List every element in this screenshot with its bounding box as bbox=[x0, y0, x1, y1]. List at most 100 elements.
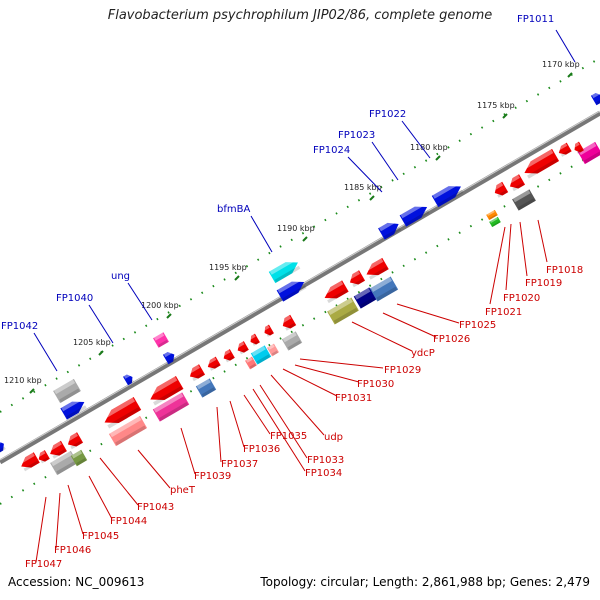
map-title: Flavobacterium psychrophilum JIP02/86, c… bbox=[107, 8, 493, 23]
scale-tick-mark bbox=[234, 275, 240, 281]
forward-leader-line bbox=[250, 215, 273, 253]
scale-tick-mark bbox=[502, 113, 508, 119]
reverse-leader-line bbox=[243, 394, 271, 435]
scale-tick-label: 1210 kbp bbox=[4, 376, 42, 385]
scale-tick-label: 1170 kbp bbox=[542, 60, 580, 69]
scale-tick-mark bbox=[567, 72, 573, 78]
scale-tick-mark bbox=[302, 236, 308, 242]
forward-gene bbox=[378, 218, 402, 240]
reverse-gene-label: FP1030 bbox=[357, 379, 394, 390]
forward-gene bbox=[153, 332, 169, 348]
reverse-gene-label: FP1046 bbox=[54, 545, 91, 556]
genome-summary-text: Topology: circular; Length: 2,861,988 bp… bbox=[260, 575, 590, 589]
reverse-leader-line bbox=[299, 358, 384, 369]
forward-leader-line bbox=[555, 29, 576, 63]
reverse-gene-label: FP1037 bbox=[221, 459, 258, 470]
forward-gene bbox=[0, 439, 6, 454]
scale-tick-label: 1190 kbp bbox=[277, 224, 315, 233]
reverse-gene bbox=[65, 432, 84, 450]
reverse-gene bbox=[364, 257, 389, 280]
reverse-leader-line bbox=[67, 484, 84, 535]
reverse-gene-label: FP1045 bbox=[82, 531, 119, 542]
scale-tick-label: 1175 kbp bbox=[477, 101, 515, 110]
forward-gene bbox=[123, 373, 135, 386]
forward-gene-label: FP1023 bbox=[338, 130, 375, 141]
forward-gene-label: bfmBA bbox=[217, 204, 250, 215]
forward-gene-label: ung bbox=[111, 271, 130, 282]
reverse-leader-line bbox=[137, 449, 171, 489]
forward-gene-label: FP1042 bbox=[1, 321, 38, 332]
reverse-leader-line bbox=[216, 406, 222, 463]
accession-text: Accession: NC_009613 bbox=[8, 575, 145, 589]
reverse-gene bbox=[492, 181, 509, 198]
reverse-gene bbox=[250, 345, 272, 365]
reverse-gene bbox=[37, 450, 50, 464]
scale-tick-label: 1180 kbp bbox=[410, 143, 448, 152]
reverse-gene bbox=[521, 148, 560, 179]
reverse-gene bbox=[152, 392, 190, 422]
scale-tick-mark bbox=[369, 195, 375, 201]
scale-ticks: 1170 kbp 1175 kbp 1180 kbp 1185 kbp 1190 kbp… bbox=[4, 60, 580, 394]
forward-leader-line bbox=[88, 304, 114, 344]
scale-tick-label: 1205 kbp bbox=[73, 338, 111, 347]
reverse-gene bbox=[206, 356, 221, 371]
scale-tick-mark bbox=[166, 313, 172, 319]
reverse-gene-label: FP1047 bbox=[25, 559, 62, 570]
reverse-gene-label: FP1044 bbox=[110, 516, 147, 527]
reverse-leader-line bbox=[519, 221, 528, 277]
reverse-gene bbox=[245, 356, 257, 370]
reverse-gene-label: FP1026 bbox=[433, 334, 470, 345]
scale-tick-mark bbox=[98, 350, 104, 356]
reverse-gene-label: FP1036 bbox=[243, 444, 280, 455]
reverse-leader-line bbox=[282, 368, 338, 397]
reverse-gene-label: udp bbox=[324, 432, 343, 443]
reverse-gene bbox=[187, 364, 206, 382]
reverse-leader-line bbox=[505, 223, 512, 291]
reverse-leader-line bbox=[55, 492, 61, 549]
forward-leader-line bbox=[127, 282, 153, 321]
reverse-gene bbox=[248, 333, 260, 346]
forward-gene bbox=[399, 201, 430, 227]
reverse-gene bbox=[19, 452, 40, 472]
scale-tick-mark bbox=[435, 155, 441, 161]
forward-gene bbox=[60, 396, 87, 420]
reverse-gene bbox=[322, 280, 349, 304]
reverse-gene-label: FP1033 bbox=[307, 455, 344, 466]
reverse-leader-line bbox=[180, 427, 196, 475]
reverse-leader-line bbox=[252, 388, 306, 472]
reverse-leader-line bbox=[294, 364, 360, 383]
scale-tick-label: 1200 kbp bbox=[141, 301, 179, 310]
reverse-gene bbox=[267, 343, 279, 357]
gene-features bbox=[0, 91, 600, 476]
reverse-gene-label: FP1018 bbox=[546, 265, 583, 276]
reverse-gene bbox=[108, 415, 148, 447]
reverse-gene bbox=[47, 440, 67, 459]
forward-gene-label: FP1024 bbox=[313, 145, 350, 156]
reverse-gene-label: FP1021 bbox=[485, 307, 522, 318]
forward-gene bbox=[268, 257, 301, 284]
reverse-gene-label: FP1031 bbox=[335, 393, 372, 404]
reverse-gene-label: FP1034 bbox=[305, 468, 342, 479]
reverse-leader-line bbox=[396, 303, 460, 324]
reverse-leader-line bbox=[537, 219, 548, 263]
scale-tick-label: 1185 kbp bbox=[344, 183, 382, 192]
forward-gene-label: FP1011 bbox=[517, 14, 554, 25]
forward-gene-label: FP1022 bbox=[369, 109, 406, 120]
reverse-gene bbox=[512, 189, 536, 211]
reverse-leader-line bbox=[351, 321, 413, 352]
reverse-gene bbox=[486, 209, 498, 221]
reverse-leader-line bbox=[382, 312, 437, 338]
forward-gene bbox=[590, 91, 600, 106]
reverse-gene-label: FP1020 bbox=[503, 293, 540, 304]
reverse-leader-line bbox=[259, 384, 308, 459]
reverse-leader-line bbox=[35, 496, 47, 563]
reverse-gene-label: FP1039 bbox=[194, 471, 231, 482]
reverse-gene bbox=[236, 341, 249, 355]
reverse-gene bbox=[281, 331, 303, 351]
reverse-gene bbox=[507, 174, 526, 192]
reverse-gene bbox=[195, 378, 217, 398]
reverse-gene-label: ydcP bbox=[411, 348, 435, 359]
reverse-leader-line bbox=[88, 475, 113, 520]
